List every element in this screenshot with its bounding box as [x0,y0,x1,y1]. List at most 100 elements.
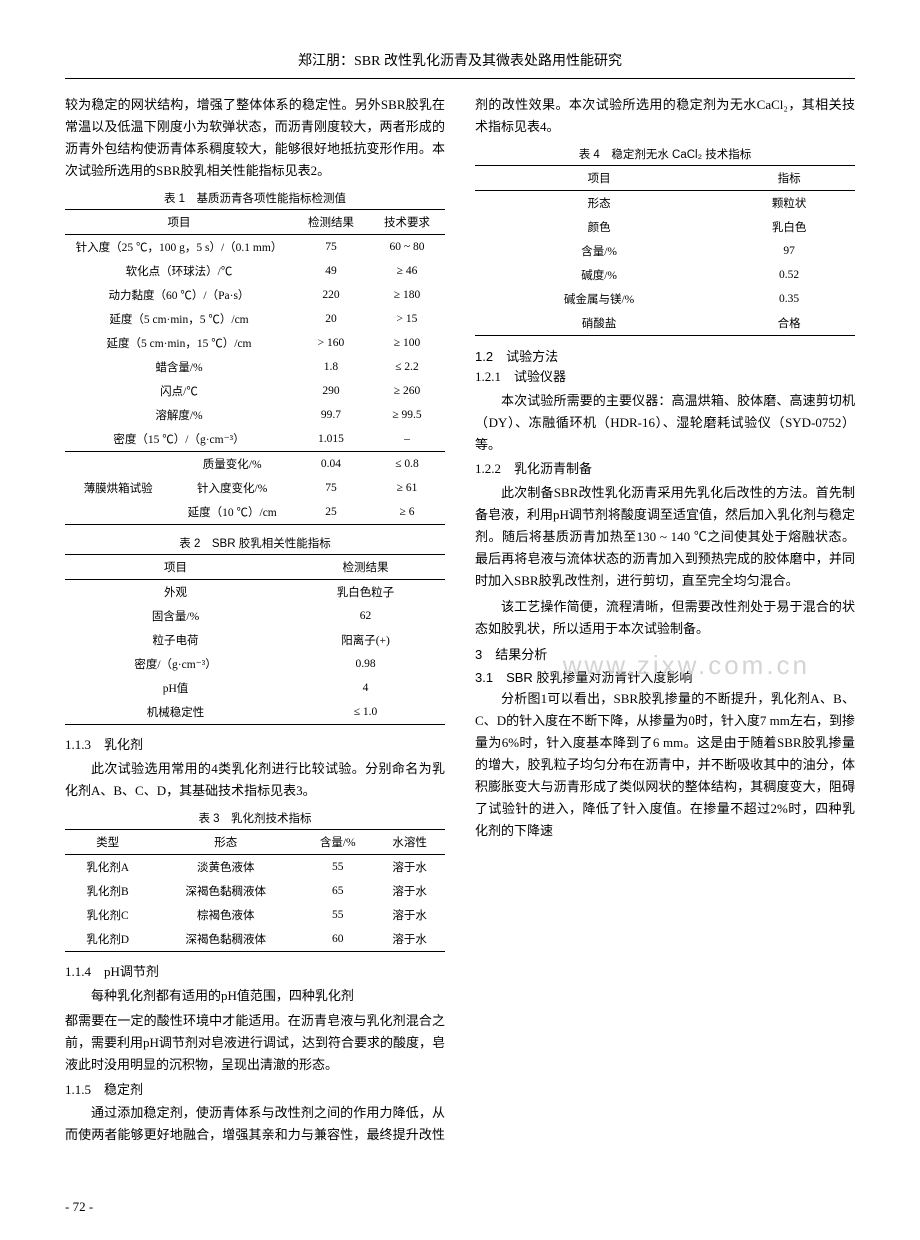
section-113-heading: 1.1.3 乳化剂 [65,735,445,756]
cell: 溶于水 [374,903,445,927]
cell: 55 [301,855,374,880]
table1-title: 表 1 基质沥青各项性能指标检测值 [65,190,445,206]
table-header: 水溶性 [374,830,445,855]
cell: 粒子电荷 [65,628,286,652]
cell: 闪点/℃ [65,379,293,403]
cell: > 15 [369,307,445,331]
table-header: 项目 [65,555,286,580]
cell: 溶于水 [374,879,445,903]
cell: 密度/（g·cm⁻³） [65,652,286,676]
section-3-heading: 3 结果分析 [475,644,855,663]
table4: 项目 指标 形态颗粒状 颜色乳白色 含量/%97 碱度/%0.52 碱金属与镁/… [475,165,855,336]
table2: 项目 检测结果 外观乳白色粒子 固含量/%62 粒子电荷阳离子(+) 密度/（g… [65,554,445,725]
cell: ≥ 100 [369,331,445,355]
table-header: 指标 [723,166,855,191]
cell: 溶解度/% [65,403,293,427]
cell: 延度（10 ℃）/cm [171,500,293,525]
section-114-heading: 1.1.4 pH调节剂 [65,962,445,983]
table-header: 检测结果 [293,210,369,235]
paragraph: 每种乳化剂都有适用的pH值范围，四种乳化剂 [65,985,445,1007]
table-header: 项目 [65,210,293,235]
cell: 49 [293,259,369,283]
paragraph: 此次试验选用常用的4类乳化剂进行比较试验。分别命名为乳化剂A、B、C、D，其基础… [65,758,445,802]
cell: 延度（5 cm·min，15 ℃）/cm [65,331,293,355]
page-header: 郑江朋：SBR 改性乳化沥青及其微表处路用性能研究 [65,50,855,79]
cell: 65 [301,879,374,903]
cell: 75 [293,476,369,500]
cell: ≥ 6 [369,500,445,525]
cell: 75 [293,235,369,260]
page-number: - 72 - [65,1199,93,1215]
cell: 形态 [475,191,723,216]
cell: 0.98 [286,652,445,676]
cell: 4 [286,676,445,700]
cell: 机械稳定性 [65,700,286,725]
cell: 颗粒状 [723,191,855,216]
cell: 290 [293,379,369,403]
cell: 0.52 [723,263,855,287]
cell: 颜色 [475,215,723,239]
cell: 含量/% [475,239,723,263]
cell: 0.35 [723,287,855,311]
cell: ≤ 0.8 [369,452,445,477]
cell: 0.04 [293,452,369,477]
cell: 针入度（25 ℃，100 g，5 s）/（0.1 mm） [65,235,293,260]
table4-title: 表 4 稳定剂无水 CaCl₂ 技术指标 [475,146,855,162]
cell: 乳化剂C [65,903,150,927]
cell: 动力黏度（60 ℃）/（Pa·s） [65,283,293,307]
cell: 深褐色黏稠液体 [150,927,301,952]
section-121-heading: 1.2.1 试验仪器 [475,367,855,388]
section-115-heading: 1.1.5 稳定剂 [65,1080,445,1101]
cell: 淡黄色液体 [150,855,301,880]
cell: 溶于水 [374,927,445,952]
cell: ≥ 180 [369,283,445,307]
cell: ≥ 61 [369,476,445,500]
cell: 乳化剂A [65,855,150,880]
cell: ≥ 260 [369,379,445,403]
cell: 乳化剂B [65,879,150,903]
paragraph: 本次试验所需要的主要仪器：高温烘箱、胶体磨、高速剪切机（DY）、冻融循环机（HD… [475,390,855,456]
cell: 99.7 [293,403,369,427]
cell: 深褐色黏稠液体 [150,879,301,903]
table-header: 技术要求 [369,210,445,235]
paragraph: 都需要在一定的酸性环境中才能适用。在沥青皂液与乳化剂混合之前，需要利用pH调节剂… [65,1010,445,1076]
cell: 质量变化/% [171,452,293,477]
cell: 20 [293,307,369,331]
cell: 62 [286,604,445,628]
section-122-heading: 1.2.2 乳化沥青制备 [475,459,855,480]
cell: 硝酸盐 [475,311,723,336]
cell: 60 [301,927,374,952]
table-header: 项目 [475,166,723,191]
cell: 阳离子(+) [286,628,445,652]
cell: 乳白色 [723,215,855,239]
cell: 碱金属与镁/% [475,287,723,311]
cell: 1.015 [293,427,369,452]
cell: 延度（5 cm·min，5 ℃）/cm [65,307,293,331]
cell: 棕褐色液体 [150,903,301,927]
cell: 固含量/% [65,604,286,628]
cell: > 160 [293,331,369,355]
cell: 55 [301,903,374,927]
table3: 类型 形态 含量/% 水溶性 乳化剂A淡黄色液体55溶于水 乳化剂B深褐色黏稠液… [65,829,445,952]
cell: 25 [293,500,369,525]
table3-title: 表 3 乳化剂技术指标 [65,810,445,826]
cell: 220 [293,283,369,307]
paragraph: 此次制备SBR改性乳化沥青采用先乳化后改性的方法。首先制备皂液，利用pH调节剂将… [475,482,855,592]
cell: 1.8 [293,355,369,379]
table-header: 类型 [65,830,150,855]
cell: 碱度/% [475,263,723,287]
cell: 薄膜烘箱试验 [65,452,171,525]
cell: 97 [723,239,855,263]
table-header: 含量/% [301,830,374,855]
cell: 蜡含量/% [65,355,293,379]
cell: 软化点（环球法）/℃ [65,259,293,283]
paragraph: 分析图1可以看出，SBR胶乳掺量的不断提升，乳化剂A、B、C、D的针入度在不断下… [475,688,855,843]
cell: 合格 [723,311,855,336]
table1: 项目 检测结果 技术要求 针入度（25 ℃，100 g，5 s）/（0.1 mm… [65,209,445,525]
cell: 密度（15 ℃）/（g·cm⁻³） [65,427,293,452]
cell: ≤ 2.2 [369,355,445,379]
cell: 针入度变化/% [171,476,293,500]
table2-title: 表 2 SBR 胶乳相关性能指标 [65,535,445,551]
cell: ≥ 46 [369,259,445,283]
cell: 60 ~ 80 [369,235,445,260]
